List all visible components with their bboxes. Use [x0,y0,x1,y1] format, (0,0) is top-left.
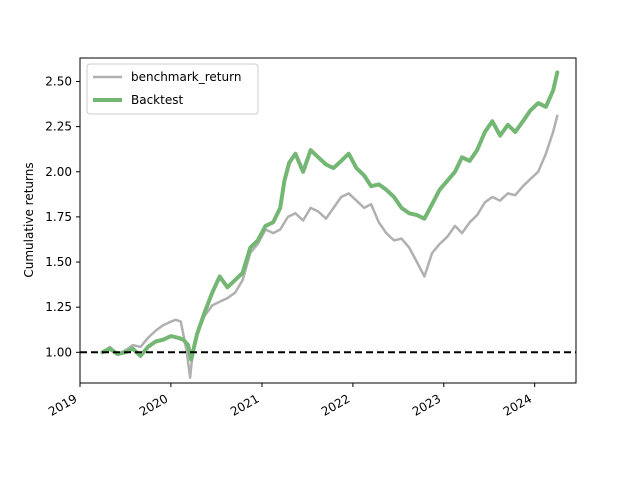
y-tick-label: 2.00 [45,165,72,179]
y-tick-label: 1.50 [45,255,72,269]
series-line-backtest [100,70,560,362]
y-tick-label: 1.25 [45,300,72,314]
y-axis: 1.00 1.25 1.50 1.75 2.00 2.25 2.50 [45,74,80,359]
y-tick-label: 1.00 [45,345,72,359]
legend-label: benchmark_return [131,70,241,84]
legend-box [86,63,259,115]
plot-frame [79,57,577,384]
y-tick-label: 2.50 [45,74,72,88]
y-tick-label: 1.75 [45,210,72,224]
series-line-benchmark-return [101,114,559,379]
legend-label: Backtest [131,93,183,107]
legend: benchmark_return Backtest [86,63,259,115]
y-axis-label: Cumulative returns [22,162,36,277]
y-tick-label: 2.25 [45,120,72,134]
